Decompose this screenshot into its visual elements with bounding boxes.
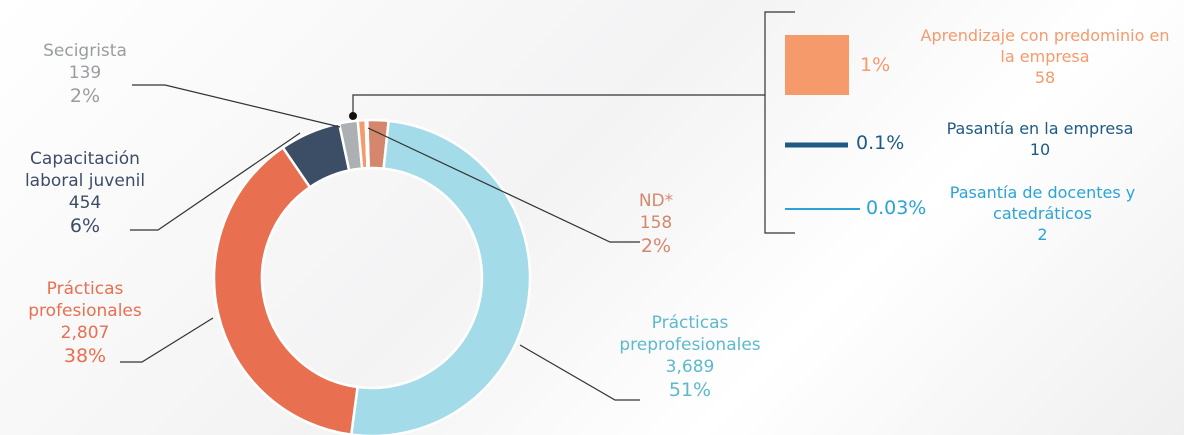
category-label: Prácticas profesionales xyxy=(28,279,142,321)
category-label: Pasantía en la empresa xyxy=(946,119,1134,138)
slice-label: Secigrista 139 2% xyxy=(5,40,165,109)
value-label: 3,689 xyxy=(665,357,715,377)
leader-line xyxy=(519,344,640,401)
legend-swatch xyxy=(785,35,849,95)
value-label: 2,807 xyxy=(60,323,110,343)
percent-label: 38% xyxy=(63,345,107,367)
value-label: 10 xyxy=(1029,140,1051,159)
leader-line xyxy=(120,317,214,363)
percent-label: 51% xyxy=(668,379,712,401)
percent-label: 1% xyxy=(860,54,891,76)
value-label: 158 xyxy=(639,213,673,233)
legend-label: Aprendizaje con predominio en la empresa… xyxy=(920,25,1170,88)
legend-label: Pasantía de docentes y catedráticos 2 xyxy=(930,182,1155,245)
percent-label: 0.1% xyxy=(856,132,905,154)
category-label: Pasantía de docentes y catedráticos xyxy=(949,183,1136,223)
category-label: Secigrista xyxy=(43,41,127,61)
legend-label: Pasantía en la empresa 10 xyxy=(920,118,1160,160)
value-label: 139 xyxy=(68,63,102,83)
donut-slice xyxy=(365,118,370,170)
category-label: Aprendizaje con predominio en la empresa xyxy=(920,26,1170,66)
percent-label: 2% xyxy=(69,85,101,107)
leader-line xyxy=(132,84,341,128)
slice-label: Capacitación laboral juvenil 454 6% xyxy=(5,148,165,239)
value-label: 454 xyxy=(68,193,102,213)
percent-label: 0.03% xyxy=(866,197,927,219)
category-label: Capacitación laboral juvenil xyxy=(24,149,146,191)
percent-label: 2% xyxy=(640,235,672,257)
category-label: Prácticas preprofesionales xyxy=(619,313,761,355)
slice-label: Prácticas profesionales 2,807 38% xyxy=(5,278,165,369)
leader-dot xyxy=(349,112,357,120)
value-label: 2 xyxy=(1037,225,1048,244)
leader-line xyxy=(130,132,301,231)
leader-line xyxy=(367,127,640,243)
legend-bracket xyxy=(352,11,795,234)
donut-slice xyxy=(349,119,532,435)
slice-label: Prácticas preprofesionales 3,689 51% xyxy=(590,312,790,403)
donut-slice xyxy=(212,145,359,435)
slice-label: ND* 158 2% xyxy=(606,190,706,259)
value-label: 58 xyxy=(1034,68,1056,87)
category-label: ND* xyxy=(638,191,674,211)
percent-label: 6% xyxy=(69,215,101,237)
